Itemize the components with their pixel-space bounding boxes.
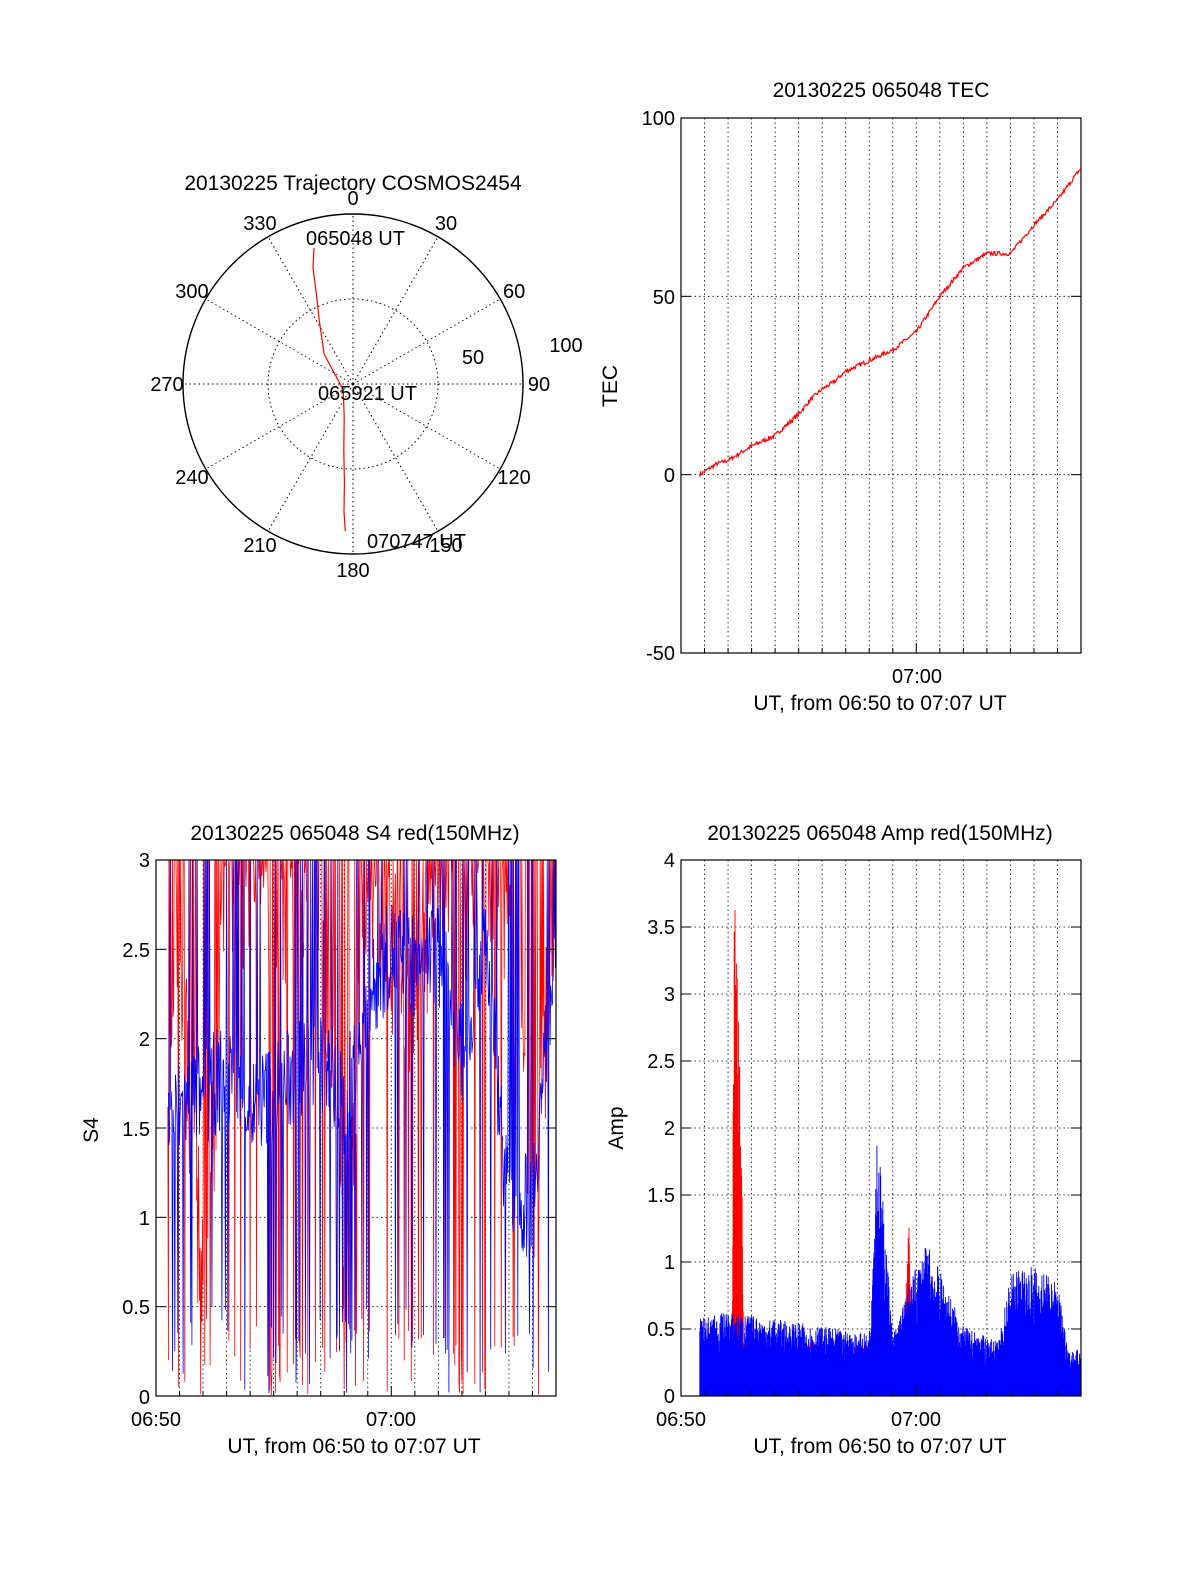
amp-ticks	[680, 859, 1082, 1397]
polar-spoke	[267, 236, 354, 385]
polar-azimuth-label: 30	[435, 213, 457, 235]
s4-ytick-1: 1	[139, 1208, 150, 1230]
polar-annotation-end: 070747 UT	[367, 531, 466, 553]
polar-spoke	[352, 383, 501, 470]
s4-ytick-1-5: 1.5	[122, 1119, 150, 1141]
tec-ytick-minus50: -50	[646, 643, 675, 665]
polar-azimuth-label: 330	[243, 213, 276, 235]
amp-ytick-0: 0	[664, 1386, 675, 1408]
polar-annotation-mid: 065921 UT	[318, 383, 417, 405]
s4-xtick-0650: 06:50	[131, 1409, 181, 1431]
s4-series-line-blue	[167, 859, 557, 1394]
s4-ytick-0: 0	[139, 1387, 150, 1409]
polar-radial-label-100: 100	[549, 335, 582, 357]
s4-series	[167, 859, 557, 1396]
amp-ytick-2-5: 2.5	[647, 1051, 675, 1073]
s4-ylabel: S4	[80, 1117, 103, 1143]
amp-series	[699, 910, 1082, 1396]
amp-title: 20130225 065048 Amp red(150MHz)	[707, 822, 1053, 845]
polar-panel: 20130225 Trajectory COSMOS2454 0 30 60 90 12…	[150, 172, 582, 582]
amp-series-bars-blue	[699, 1145, 1082, 1396]
s4-title: 20130225 065048 S4 red(150MHz)	[190, 822, 519, 845]
s4-ytick-2: 2	[139, 1029, 150, 1051]
polar-grid	[182, 213, 524, 555]
polar-azimuth-labels: 0 30 60 90 120 150 180 210 240 270 300 330	[150, 188, 550, 582]
polar-azimuth-label: 150	[429, 535, 462, 557]
polar-spoke	[267, 383, 354, 532]
polar-azimuth-label: 0	[347, 188, 358, 210]
polar-annotation-start: 065048 UT	[306, 228, 405, 250]
amp-ytick-1: 1	[664, 1252, 675, 1274]
polar-radial-label-50: 50	[462, 347, 484, 369]
s4-xtick-0700: 07:00	[366, 1409, 416, 1431]
polar-azimuth-label: 270	[150, 374, 183, 396]
amp-xtick-0700: 07:00	[891, 1409, 941, 1431]
polar-spoke	[205, 383, 354, 470]
polar-spoke	[352, 236, 439, 385]
polar-spoke	[352, 383, 439, 532]
s4-ytick-3: 3	[139, 850, 150, 872]
polar-inner-circle	[267, 298, 439, 470]
amp-xlabel: UT, from 06:50 to 07:07 UT	[753, 1435, 1006, 1458]
tec-series-line	[699, 167, 1082, 477]
amp-ytick-1-5: 1.5	[647, 1185, 675, 1207]
polar-title: 20130225 Trajectory COSMOS2454	[184, 172, 522, 195]
tec-ytick-0: 0	[664, 465, 675, 487]
s4-ytick-0-5: 0.5	[122, 1297, 150, 1319]
tec-title: 20130225 065048 TEC	[773, 79, 990, 102]
polar-azimuth-label: 90	[528, 374, 550, 396]
polar-trajectory-line	[312, 247, 346, 532]
s4-panel: 20130225 065048 S4 red(150MHz) 3 2.5 2 1…	[80, 822, 557, 1458]
polar-azimuth-label: 210	[243, 535, 276, 557]
amp-xtick-0650: 06:50	[656, 1409, 706, 1431]
tec-panel: 20130225 065048 TEC 100 50 0 -50 07:00 U…	[599, 79, 1082, 715]
amp-panel: 20130225 065048 Amp red(150MHz) 4 3.5 3 …	[605, 822, 1082, 1458]
amp-ylabel: Amp	[605, 1106, 628, 1149]
polar-azimuth-label: 120	[497, 467, 530, 489]
tec-ytick-100: 100	[642, 108, 675, 130]
amp-ytick-0-5: 0.5	[647, 1319, 675, 1341]
polar-outer-circle	[182, 213, 524, 555]
polar-azimuth-label: 240	[175, 467, 208, 489]
polar-azimuth-label: 180	[336, 560, 369, 582]
s4-ticks	[155, 859, 557, 1397]
polar-azimuth-label: 60	[503, 281, 525, 303]
tec-xtick-0700: 07:00	[892, 666, 942, 688]
tec-plot-frame	[680, 117, 1082, 654]
s4-xlabel: UT, from 06:50 to 07:07 UT	[227, 1435, 480, 1458]
polar-spoke	[205, 298, 354, 385]
tec-ylabel: TEC	[599, 365, 622, 407]
polar-azimuth-label: 300	[175, 281, 208, 303]
amp-ytick-2: 2	[664, 1118, 675, 1140]
tec-ytick-50: 50	[653, 287, 675, 309]
amp-ytick-4: 4	[664, 850, 675, 872]
tec-grid	[681, 118, 1081, 653]
amp-ytick-3-5: 3.5	[647, 917, 675, 939]
polar-spoke	[352, 298, 501, 385]
tec-xlabel: UT, from 06:50 to 07:07 UT	[753, 692, 1006, 715]
s4-ytick-2-5: 2.5	[122, 940, 150, 962]
tec-ticks	[680, 117, 1082, 654]
amp-ytick-3: 3	[664, 984, 675, 1006]
